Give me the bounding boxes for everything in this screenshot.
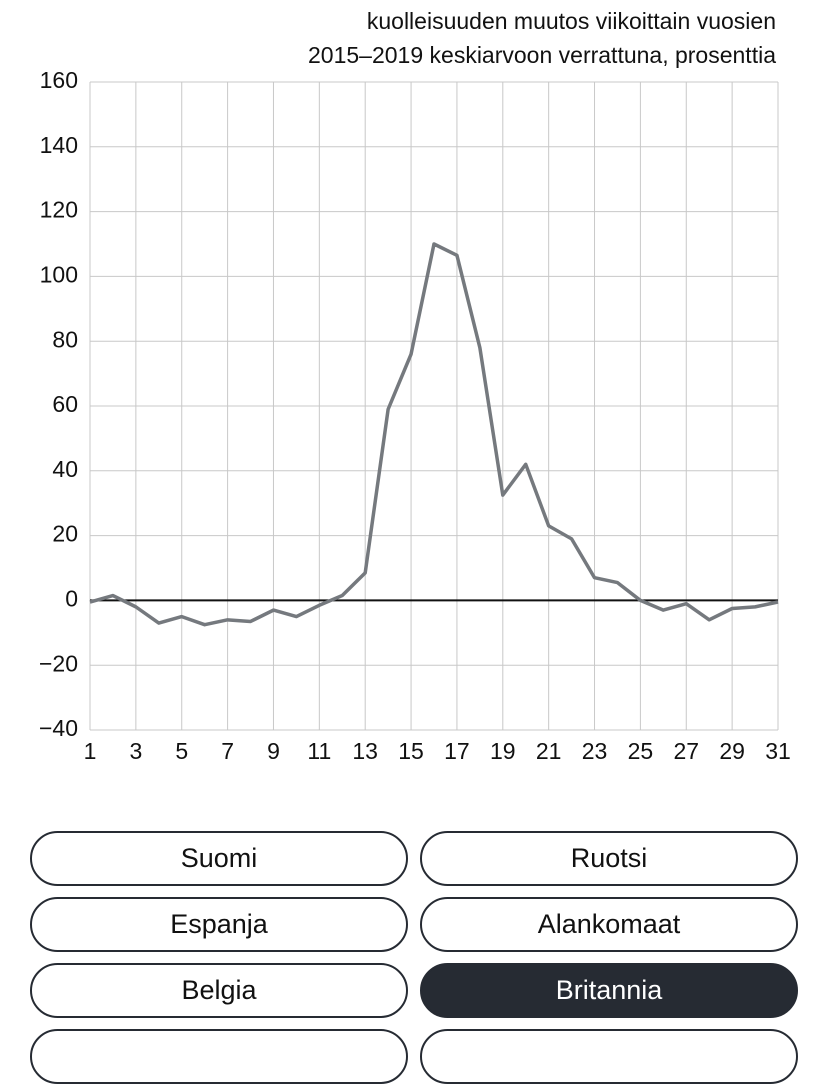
x-tick-label: 17 bbox=[444, 738, 470, 764]
y-tick-label: 80 bbox=[52, 326, 78, 352]
x-tick-label: 9 bbox=[267, 738, 280, 764]
country-button[interactable]: Britannia bbox=[420, 963, 798, 1018]
y-tick-label: −40 bbox=[39, 715, 78, 741]
country-button[interactable]: Espanja bbox=[30, 897, 408, 952]
y-tick-label: 100 bbox=[40, 261, 78, 287]
x-tick-label: 7 bbox=[221, 738, 234, 764]
x-tick-label: 23 bbox=[582, 738, 608, 764]
x-tick-label: 11 bbox=[307, 738, 331, 764]
y-tick-label: 160 bbox=[40, 67, 78, 93]
x-tick-label: 31 bbox=[765, 738, 791, 764]
chart: kuolleisuuden muutos viikoittain vuosien… bbox=[39, 8, 791, 764]
chart-title: kuolleisuuden muutos viikoittain vuosien bbox=[367, 8, 776, 34]
y-tick-label: 40 bbox=[52, 456, 78, 482]
y-tick-label: −20 bbox=[39, 650, 78, 676]
x-tick-label: 29 bbox=[719, 738, 745, 764]
button[interactable] bbox=[420, 1029, 798, 1084]
y-tick-label: 20 bbox=[52, 521, 78, 547]
page: kuolleisuuden muutos viikoittain vuosien… bbox=[30, 8, 798, 1084]
country-button[interactable]: Belgia bbox=[30, 963, 408, 1018]
button[interactable] bbox=[30, 1029, 408, 1084]
chart-title: 2015–2019 keskiarvoon verrattuna, prosen… bbox=[308, 42, 776, 68]
x-tick-label: 15 bbox=[398, 738, 424, 764]
x-tick-label: 19 bbox=[490, 738, 516, 764]
line-series bbox=[89, 242, 779, 627]
country-button[interactable]: Suomi bbox=[30, 831, 408, 886]
country-button[interactable]: Alankomaat bbox=[420, 897, 798, 952]
x-tick-label: 13 bbox=[352, 738, 378, 764]
x-tick-label: 27 bbox=[673, 738, 699, 764]
x-tick-label: 25 bbox=[628, 738, 654, 764]
x-tick-label: 5 bbox=[175, 738, 188, 764]
country-button[interactable]: Ruotsi bbox=[420, 831, 798, 886]
y-tick-label: 140 bbox=[40, 132, 78, 158]
x-tick-label: 3 bbox=[129, 738, 142, 764]
x-tick-label: 1 bbox=[84, 738, 97, 764]
y-tick-label: 60 bbox=[52, 391, 78, 417]
y-tick-label: 0 bbox=[65, 585, 78, 611]
x-tick-label: 21 bbox=[536, 738, 562, 764]
y-tick-label: 120 bbox=[40, 197, 78, 223]
